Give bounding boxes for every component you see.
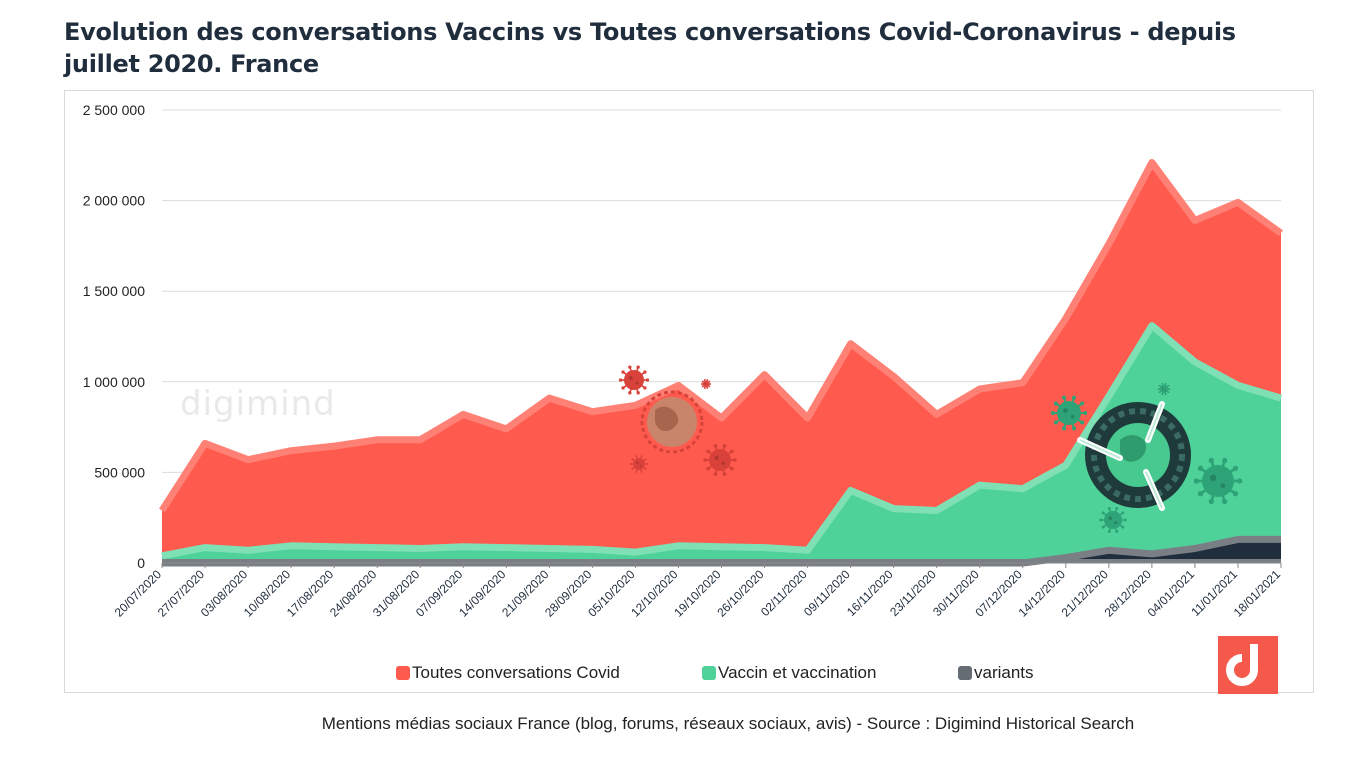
legend-item-covid[interactable]: Toutes conversations Covid [396,663,620,683]
virus-icon [700,379,712,389]
digimind-watermark: digimind [180,384,336,424]
legend-item-variants[interactable]: variants [958,663,1034,683]
legend-swatch-covid [396,666,410,680]
virus-icon [1157,382,1171,396]
y-tick-label: 1 000 000 [83,374,145,390]
y-tick-label: 2 500 000 [83,102,145,118]
x-tick-label: 04/01/2021 [1145,567,1198,620]
y-tick-label: 0 [137,555,145,571]
x-axis: 20/07/202027/07/202003/08/202010/08/2020… [112,562,1284,620]
virus-icon [618,365,650,395]
area-covid [162,162,1281,563]
y-tick-label: 500 000 [94,464,145,480]
y-tick-label: 2 000 000 [83,193,145,209]
legend-label-variants: variants [974,663,1034,682]
vaccine-globe-icon [1077,401,1191,511]
area-vaccin-edge [161,322,1282,560]
legend-item-vaccin[interactable]: Vaccin et vaccination [702,663,876,683]
digimind-logo [1218,636,1278,694]
virus-icon [629,455,649,473]
globe-virus-icon [640,390,704,454]
virus-icon [1099,506,1127,534]
virus-icon [703,444,737,476]
baseline-strip [162,559,1281,563]
area-covid-edge [159,159,1284,513]
virus-icon [1193,457,1243,505]
series-areas [159,159,1284,567]
y-axis: 0 500 000 1 000 000 1 500 000 2 000 000 2 500… [83,102,146,571]
area-vaccin [162,325,1281,563]
virus-icon [1050,395,1088,431]
x-tick-label: 18/01/2021 [1231,567,1284,620]
chart-frame [64,90,1314,693]
virus-illustrations [618,365,1243,534]
legend-swatch-variants [958,666,972,680]
legend-label-covid: Toutes conversations Covid [412,663,620,682]
x-tick-label: 26/10/2020 [714,567,767,620]
y-tick-label: 1 500 000 [83,283,145,299]
source-note: Mentions médias sociaux France (blog, fo… [321,714,1135,733]
legend-swatch-vaccin [702,666,716,680]
chart-title: Evolution des conversations Vaccins vs T… [64,18,1236,78]
legend-label-vaccin: Vaccin et vaccination [718,663,877,682]
